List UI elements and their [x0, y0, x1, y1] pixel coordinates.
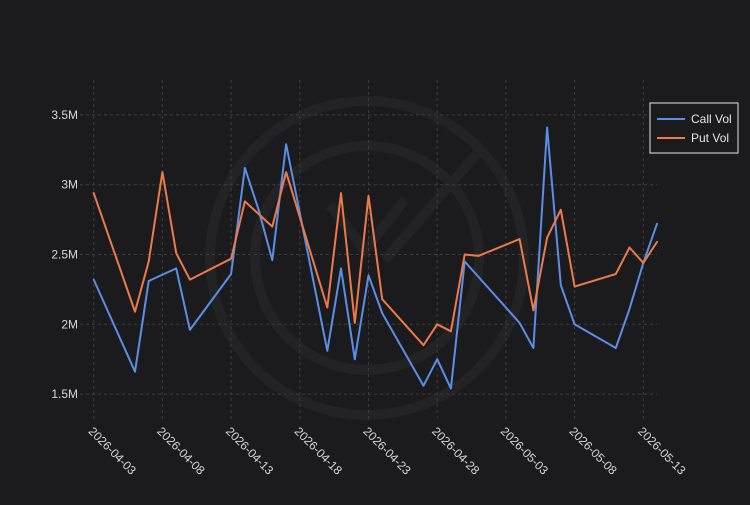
- x-tick-label: 2026-04-18: [292, 424, 346, 478]
- legend-label: Put Vol: [691, 131, 729, 145]
- x-tick-label: 2026-05-08: [566, 424, 620, 478]
- series-line-2: [92, 171, 658, 347]
- legend-label: Call Vol: [691, 112, 732, 126]
- x-tick-label: 2026-04-08: [154, 424, 208, 478]
- x-tick-label: 2026-04-13: [223, 424, 277, 478]
- x-tick-label: 2026-04-23: [360, 424, 414, 478]
- x-tick-label: 2026-04-28: [429, 424, 483, 478]
- grid: [80, 80, 657, 422]
- x-axis: 2026-04-03 2026-04-08 2026-04-13 2026-04-18…: [86, 424, 689, 478]
- y-tick-label: 3M: [61, 178, 78, 192]
- legend-box: [649, 102, 739, 154]
- y-axis: 1.5M 2M 2.5M 3M 3.5M: [51, 108, 78, 401]
- x-tick-label: 2026-04-03: [86, 424, 140, 478]
- legend: Call Vol Put Vol: [649, 102, 739, 154]
- y-tick-label: 2.5M: [51, 247, 78, 261]
- y-tick-label: 2M: [61, 317, 78, 331]
- series-line-1: [92, 126, 658, 390]
- x-tick-label: 2026-05-03: [498, 424, 552, 478]
- x-tick-label: 2026-05-13: [635, 424, 689, 478]
- y-tick-label: 3.5M: [51, 108, 78, 122]
- watermark-logo: [205, 96, 529, 420]
- y-tick-label: 1.5M: [51, 387, 78, 401]
- series-layer: [92, 126, 658, 390]
